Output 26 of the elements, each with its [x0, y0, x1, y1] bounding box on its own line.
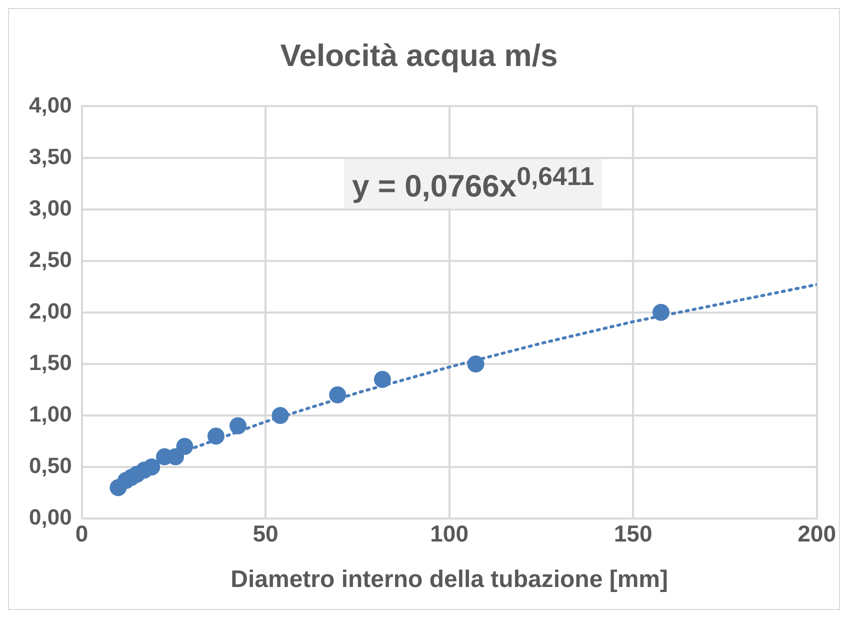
x-tick-label: 150 — [614, 520, 652, 547]
y-tick-label: 1,50 — [28, 350, 72, 376]
y-tick-label: 1,00 — [28, 402, 72, 427]
y-tick-label: 2,50 — [28, 246, 72, 272]
point — [207, 428, 224, 445]
y-tick-label: 2,00 — [28, 298, 72, 324]
x-tick-label: 100 — [430, 520, 469, 547]
point — [230, 417, 247, 434]
point — [467, 355, 484, 372]
y-tick-label: 3,50 — [28, 144, 72, 169]
y-tick-label: 0,00 — [28, 504, 72, 530]
point — [652, 304, 670, 321]
x-tick-label: 0 — [75, 520, 88, 547]
x-axis-title: Diametro interno della tubazione [mm] — [230, 566, 668, 594]
x-tick-label: 200 — [798, 520, 836, 547]
point — [329, 386, 346, 404]
point — [176, 438, 194, 455]
y-tick-label: 0,50 — [28, 453, 72, 478]
point — [374, 370, 391, 388]
y-tick-label: 3,00 — [28, 195, 72, 220]
point — [272, 407, 289, 424]
y-tick-label: 4,00 — [28, 92, 72, 118]
point — [143, 458, 160, 476]
annotation: y = 0,0766x$^{0,6411}$ — [344, 159, 602, 208]
chart-title: Velocità acqua m/s — [280, 38, 558, 74]
x-tick-label: 50 — [252, 520, 278, 547]
